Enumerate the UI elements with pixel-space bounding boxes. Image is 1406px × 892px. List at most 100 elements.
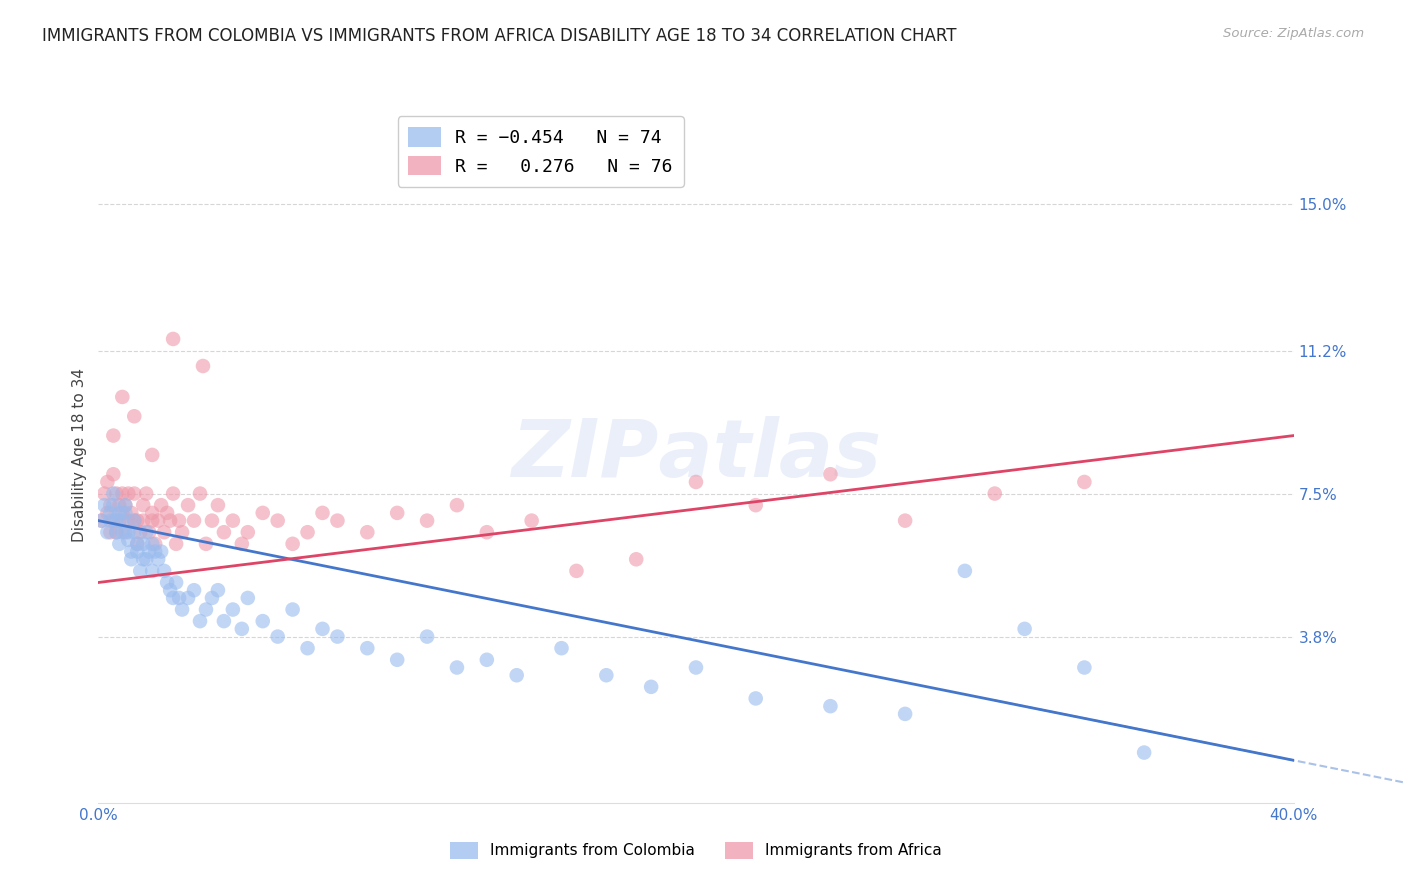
Point	[745, 691, 768, 706]
Point	[212, 525, 235, 540]
Point	[143, 537, 166, 551]
Point	[326, 630, 349, 644]
Point	[105, 486, 128, 500]
Point	[150, 498, 173, 512]
Point	[127, 544, 149, 558]
Point	[117, 533, 139, 547]
Point	[103, 428, 125, 442]
Point	[820, 699, 842, 714]
Point	[108, 506, 131, 520]
Point	[124, 514, 146, 528]
Point	[1073, 660, 1095, 674]
Point	[520, 514, 543, 528]
Point	[326, 514, 349, 528]
Point	[141, 537, 163, 551]
Point	[96, 525, 118, 540]
Point	[201, 514, 224, 528]
Point	[311, 506, 333, 520]
Point	[111, 514, 134, 528]
Point	[114, 525, 136, 540]
Point	[236, 591, 259, 605]
Point	[117, 486, 139, 500]
Point	[132, 537, 155, 551]
Point	[953, 564, 976, 578]
Point	[132, 514, 155, 528]
Point	[124, 486, 146, 500]
Point	[114, 498, 136, 512]
Point	[565, 564, 588, 578]
Point	[141, 448, 163, 462]
Point	[103, 514, 125, 528]
Point	[156, 575, 179, 590]
Point	[105, 514, 128, 528]
Point	[93, 498, 115, 512]
Point	[103, 467, 125, 482]
Point	[114, 498, 136, 512]
Point	[416, 630, 439, 644]
Point	[162, 591, 184, 605]
Point	[124, 409, 146, 424]
Point	[100, 525, 122, 540]
Point	[172, 602, 194, 616]
Point	[172, 525, 194, 540]
Point	[129, 564, 152, 578]
Point	[150, 544, 173, 558]
Point	[212, 614, 235, 628]
Point	[595, 668, 617, 682]
Point	[297, 525, 319, 540]
Point	[127, 537, 149, 551]
Point	[195, 537, 218, 551]
Point	[117, 514, 139, 528]
Point	[475, 653, 498, 667]
Point	[135, 552, 157, 566]
Point	[984, 486, 1007, 500]
Point	[252, 614, 274, 628]
Point	[111, 506, 134, 520]
Point	[201, 591, 224, 605]
Point	[183, 583, 205, 598]
Point	[93, 486, 115, 500]
Point	[120, 544, 142, 558]
Point	[153, 525, 176, 540]
Point	[148, 514, 170, 528]
Point	[177, 498, 200, 512]
Point	[117, 525, 139, 540]
Point	[281, 537, 304, 551]
Point	[138, 525, 160, 540]
Point	[685, 660, 707, 674]
Point	[162, 332, 184, 346]
Point	[132, 498, 155, 512]
Point	[231, 537, 253, 551]
Point	[281, 602, 304, 616]
Point	[103, 486, 125, 500]
Point	[446, 660, 468, 674]
Point	[138, 544, 160, 558]
Point	[195, 602, 218, 616]
Point	[267, 630, 290, 644]
Point	[626, 552, 648, 566]
Point	[143, 544, 166, 558]
Point	[820, 467, 842, 482]
Point	[129, 525, 152, 540]
Point	[100, 514, 122, 528]
Point	[177, 591, 200, 605]
Point	[640, 680, 662, 694]
Point	[159, 583, 181, 598]
Point	[506, 668, 529, 682]
Point	[416, 514, 439, 528]
Point	[111, 486, 134, 500]
Point	[105, 525, 128, 540]
Point	[207, 583, 229, 598]
Point	[222, 514, 245, 528]
Point	[385, 653, 409, 667]
Point	[894, 706, 917, 721]
Point	[100, 506, 122, 520]
Point	[446, 498, 468, 512]
Point	[1133, 746, 1156, 760]
Point	[311, 622, 333, 636]
Point	[188, 614, 211, 628]
Point	[183, 514, 205, 528]
Point	[153, 564, 176, 578]
Text: ZIP​atlas: ZIP​atlas	[510, 416, 882, 494]
Y-axis label: Disability Age 18 to 34: Disability Age 18 to 34	[72, 368, 87, 542]
